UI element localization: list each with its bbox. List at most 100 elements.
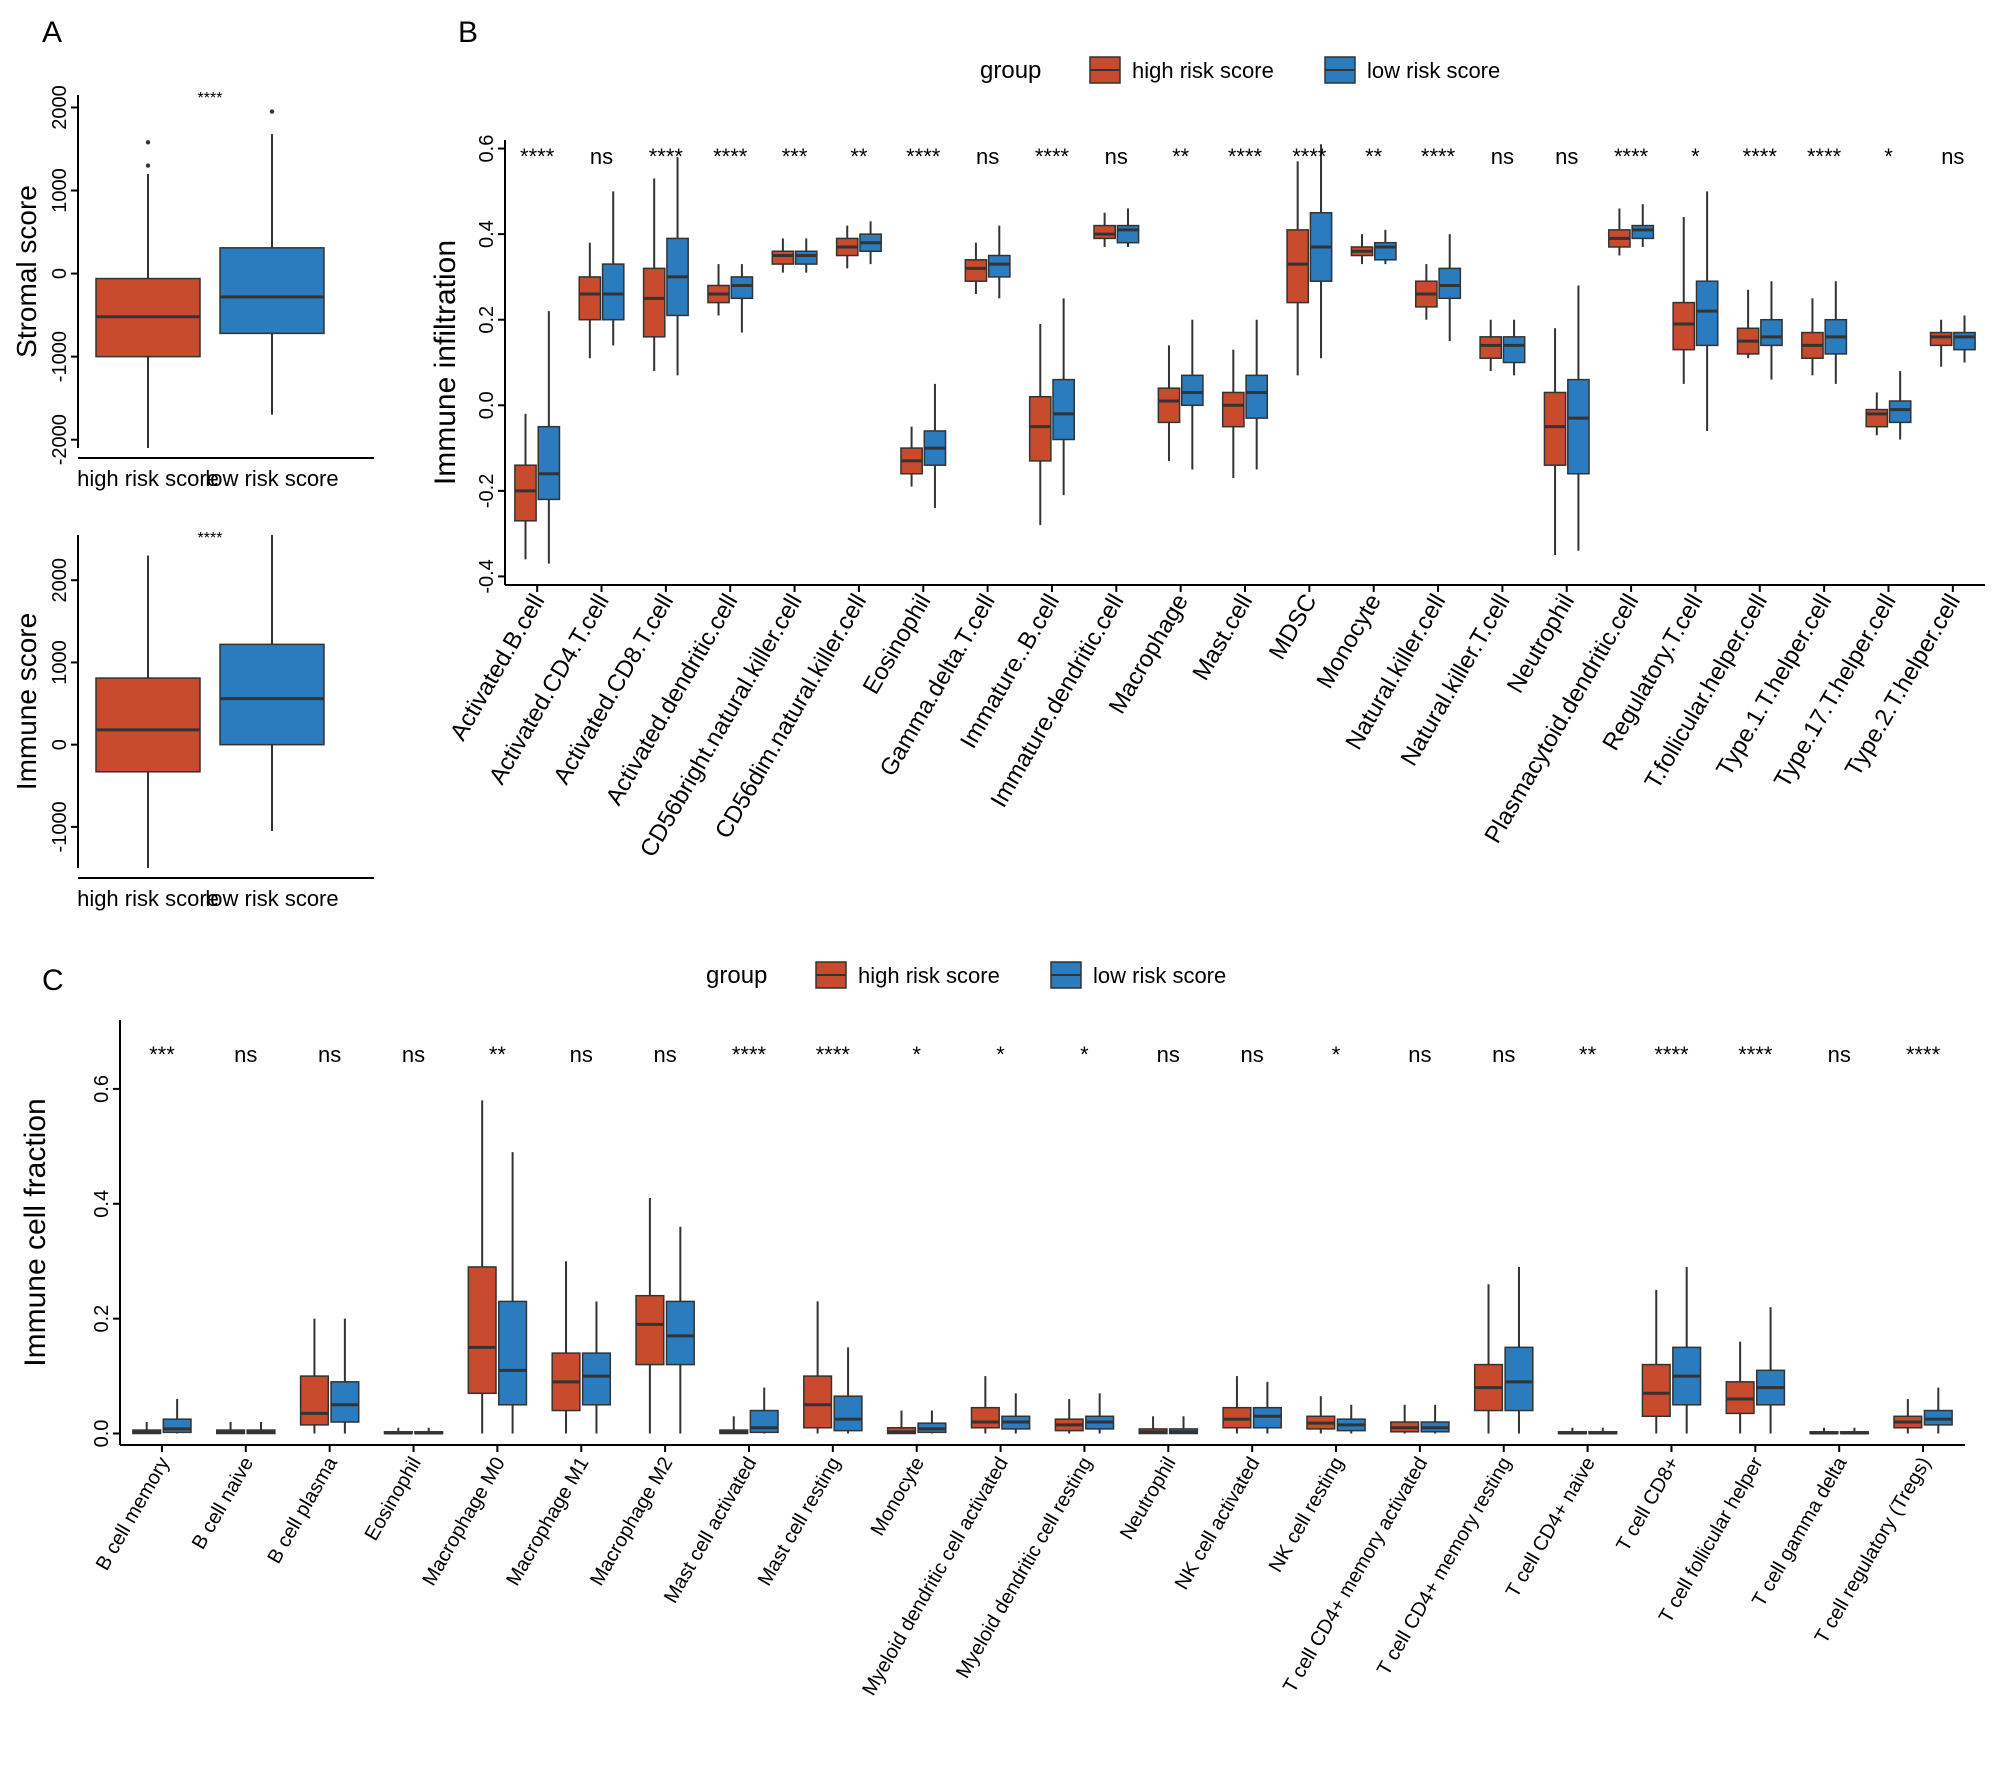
significance-label: ****	[1421, 144, 1456, 169]
significance-label: ns	[1555, 144, 1578, 169]
box-low-box	[537, 425, 561, 501]
x-tick-label: Mast cell activated	[660, 1454, 761, 1607]
significance-label: ****	[198, 90, 223, 107]
y-tick-label: -0.4	[476, 559, 498, 593]
y-tick-label: 0.4	[476, 220, 498, 248]
box-high-box	[642, 267, 666, 338]
box-high-box	[578, 276, 602, 321]
significance-label: ****	[816, 1042, 851, 1067]
box-low-box	[1953, 331, 1976, 351]
significance-label: ns	[1157, 1042, 1180, 1067]
significance-label: ***	[149, 1042, 175, 1067]
legend-title: group	[980, 57, 1041, 84]
x-tick-label: Macrophage M0	[418, 1454, 509, 1590]
significance-label: ****	[1292, 144, 1327, 169]
box-high-box	[964, 259, 988, 282]
y-tick-label: 0.2	[476, 306, 498, 334]
box-high-box	[1479, 336, 1503, 359]
significance-label: ****	[906, 144, 941, 169]
x-tick-label: Macrophage M1	[502, 1454, 593, 1590]
box-high-box	[467, 1266, 497, 1395]
x-tick-label: Type.2.T.helper.cell	[1840, 590, 1966, 781]
box-low-box	[1760, 318, 1783, 347]
significance-label: **	[850, 144, 868, 169]
significance-label: ns	[234, 1042, 257, 1067]
x-tick-label: B cell naive	[188, 1454, 258, 1554]
box-high-box	[1865, 408, 1889, 428]
x-tick-label: Eosinophil	[361, 1454, 426, 1545]
box-low-box	[1245, 374, 1269, 419]
box-low-box	[601, 263, 625, 321]
box-high-box	[95, 677, 201, 773]
x-tick-label: high risk score	[77, 466, 219, 491]
y-tick-label: 0.6	[91, 1075, 113, 1103]
y-axis-title: Immune infiltration	[429, 240, 462, 485]
y-axis-title: Immune cell fraction	[19, 1098, 52, 1366]
x-tick-label: B cell memory	[92, 1454, 174, 1575]
significance-label: *	[996, 1042, 1005, 1067]
y-tick-label: 0.6	[476, 135, 498, 163]
y-axis-title: Immune score	[11, 613, 42, 790]
box-high-box	[970, 1406, 1000, 1429]
x-tick-label: Myeloid dendritic cell activated	[858, 1454, 1013, 1700]
significance-label: ns	[653, 1042, 676, 1067]
significance-label: ****	[198, 530, 223, 547]
box-low-box	[987, 254, 1011, 278]
box-low-box	[219, 643, 325, 746]
x-tick-label: Mast cell resting	[754, 1454, 845, 1590]
box-low-box	[581, 1352, 612, 1406]
x-tick-label: T.follicular.helper.cell	[1640, 590, 1773, 794]
y-tick-label: -0.2	[476, 474, 498, 508]
significance-label: **	[1579, 1042, 1597, 1067]
box-high-box	[1543, 391, 1567, 466]
x-tick-label: Mast.cell	[1187, 590, 1258, 686]
significance-label: **	[1172, 144, 1190, 169]
box-high-box	[771, 250, 795, 265]
significance-label: ns	[1105, 144, 1128, 169]
significance-label: *	[1691, 144, 1700, 169]
significance-label: ns	[590, 144, 613, 169]
outlier-point	[145, 140, 151, 145]
box-low-box	[498, 1300, 528, 1406]
significance-label: ****	[1228, 144, 1263, 169]
x-tick-label: NK cell resting	[1265, 1454, 1349, 1577]
y-tick-label: 1000	[49, 640, 71, 685]
x-tick-label: Macrophage M2	[586, 1454, 677, 1590]
box-low-box	[730, 276, 754, 300]
box-high-box	[1672, 301, 1696, 351]
significance-label: ****	[732, 1042, 767, 1067]
x-tick-label: MDSC	[1264, 590, 1323, 665]
box-high-box	[1641, 1363, 1671, 1418]
panel-label-b: B	[458, 16, 478, 49]
significance-label: ****	[1614, 144, 1649, 169]
significance-label: ****	[1743, 144, 1778, 169]
significance-label: ***	[782, 144, 808, 169]
x-tick-label: low risk score	[205, 886, 338, 911]
significance-label: *	[1080, 1042, 1089, 1067]
significance-label: **	[489, 1042, 507, 1067]
x-tick-label: Neutrophil	[1116, 1454, 1181, 1544]
x-tick-label: Activated.CD4.T.cell	[484, 590, 615, 789]
y-tick-label: 0	[49, 268, 71, 279]
y-tick-label: -1000	[49, 801, 71, 852]
box-high-box	[1286, 229, 1310, 304]
significance-label: ****	[1906, 1042, 1941, 1067]
significance-label: ns	[1491, 144, 1514, 169]
legend-item-0: high risk score	[858, 963, 1000, 988]
significance-label: ****	[1035, 144, 1070, 169]
outlier-point	[145, 163, 151, 168]
x-tick-label: T cell CD4+ memory activated	[1279, 1454, 1432, 1697]
x-tick-label: Monocyte	[1311, 590, 1386, 694]
box-high-box	[1093, 224, 1116, 240]
box-low-box	[1567, 378, 1590, 475]
box-low-box	[1438, 267, 1462, 300]
y-tick-label: 0.4	[91, 1190, 113, 1218]
y-tick-label: -2000	[49, 414, 71, 465]
box-high-box	[635, 1294, 665, 1366]
significance-label: ****	[1807, 144, 1842, 169]
panel-label-c: C	[42, 964, 64, 997]
x-tick-label: Monocyte	[867, 1454, 929, 1540]
x-tick-label: NK cell activated	[1171, 1454, 1265, 1594]
